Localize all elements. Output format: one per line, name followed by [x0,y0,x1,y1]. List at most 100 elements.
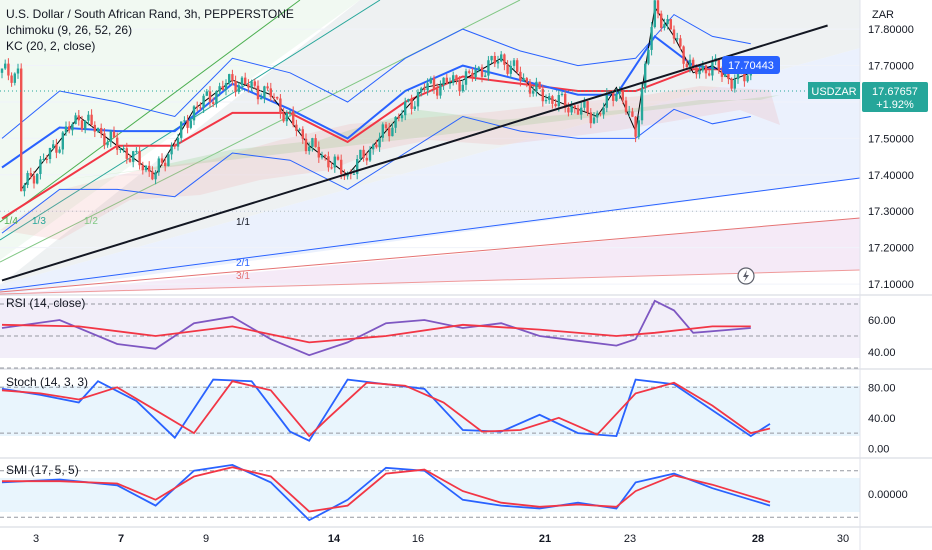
candle-body [205,91,208,96]
price-tick-label: 17.10000 [868,279,914,291]
candle-body [327,156,330,168]
candle-body [560,93,564,96]
candle-body [122,148,125,150]
gann-line-3-1 [0,217,861,293]
candle-body [164,162,167,167]
candle-body [512,60,516,66]
candle-body [157,158,160,173]
price-tag[interactable]: USDZAR 17.67657 +1.92% [808,82,928,112]
candle-body [535,81,538,92]
candles [0,0,752,197]
candle-body [45,158,48,160]
last-price-value: 17.67657 [872,86,918,98]
candle-body [106,141,109,146]
candle-body [570,105,573,113]
candle-body [682,46,685,64]
candle-body [215,91,218,105]
candle-body [74,115,77,125]
candle-body [567,107,570,113]
stoch-legend[interactable]: Stoch (14, 3, 3) [6,375,88,389]
candle-body [458,80,461,92]
gann-line-2-1 [0,177,861,291]
candle-body [228,74,231,84]
candle-body [39,159,42,175]
lightning-icon[interactable] [737,267,755,285]
candle-body [231,74,234,82]
candle-body [176,137,180,147]
candle-body [484,75,487,77]
candle-body [317,146,320,158]
line-value-tag[interactable]: 17.70443 [722,56,780,74]
candle-body [132,151,135,162]
candle-body [612,92,615,101]
candle-body [400,115,404,119]
gann-label-1-2: 1/2 [84,216,98,227]
candle-body [576,108,580,115]
rsi-tick-label: 60.00 [868,315,896,327]
candle-body [407,99,410,102]
candle-body [640,88,644,121]
candle-body [452,75,455,83]
candle-body [420,88,423,93]
candle-body [292,111,295,125]
candle-body [506,64,509,74]
rsi-legend[interactable]: RSI (14, close) [6,296,85,310]
candle-body [266,86,269,89]
candle-body [13,73,16,83]
gann-fill-blue [0,48,860,295]
candle-body [93,124,96,132]
candle-body [650,27,653,50]
price-scale[interactable]: 17.10000 17.20000 17.30000 17.40000 17.50000… [868,24,914,501]
candle-body [468,71,471,73]
candle-body [352,173,356,175]
candle-body [138,150,141,166]
candle-body [196,106,199,108]
candle-body [61,132,64,150]
candle-body [624,100,628,112]
candle-body [372,144,375,150]
symbol-tag: USDZAR [811,86,856,98]
candle-body [324,155,327,157]
rsi-series-1 [1,323,751,344]
candle-body [480,67,484,77]
stoch-tick-label: 40.00 [868,413,896,425]
candle-body [186,120,189,128]
trend-line[interactable] [1,24,828,282]
x-axis[interactable]: 3 7 9 14 16 21 23 28 30 [33,533,849,545]
candle-body [541,88,544,102]
candle-body [314,138,317,147]
candle-body [500,54,503,62]
candle-body [253,81,256,86]
candle-body [730,78,733,89]
candle-body [599,113,602,115]
smi-legend[interactable]: SMI (17, 5, 5) [6,463,79,477]
candle-body [180,121,183,138]
candle-body [676,38,679,40]
candle-body [631,111,634,117]
ichimoku-legend[interactable]: Ichimoku (9, 26, 52, 26) [6,23,132,37]
candle-body [202,95,205,108]
chart-title[interactable]: U.S. Dollar / South African Rand, 3h, PE… [6,7,294,21]
candle-body [394,116,397,128]
candle-body [247,84,250,88]
candle-body [429,78,432,84]
candle-body [711,61,714,76]
candle-body [592,117,596,124]
candle-body [208,91,212,103]
candle-body [525,78,528,83]
candle-body [410,99,413,110]
candle-body [618,90,621,94]
candle-body [384,124,388,129]
kc-lower-line [1,108,751,234]
candle-body [615,93,618,101]
x-tick-label: 3 [33,533,39,545]
candle-body [87,114,90,121]
candle-body [596,113,599,118]
candle-body [378,137,381,148]
price-tick-label: 17.50000 [868,133,914,145]
candle-body [58,149,61,153]
candle-body [375,144,378,148]
kc-legend[interactable]: KC (20, 2, close) [6,39,95,53]
candle-body [663,24,666,28]
